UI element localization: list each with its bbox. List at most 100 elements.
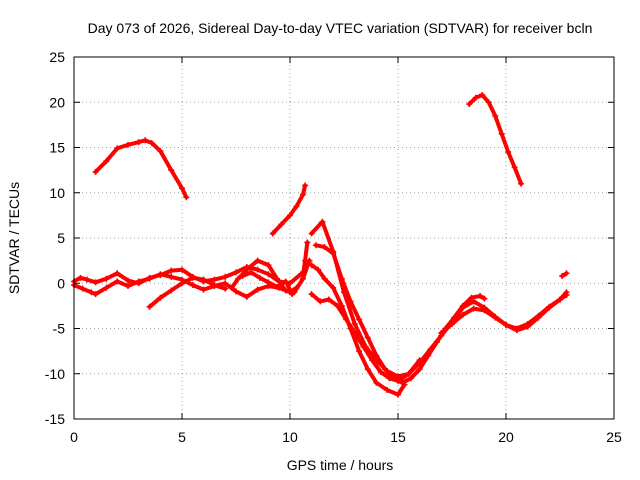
data-point	[200, 276, 207, 283]
data-point	[233, 288, 239, 295]
data-point	[557, 296, 563, 303]
data-point	[563, 289, 570, 296]
data-point	[189, 282, 196, 289]
data-point	[405, 370, 412, 377]
data-point	[321, 275, 328, 282]
data-point	[315, 266, 322, 273]
data-point	[330, 250, 337, 257]
y-axis-ticks: -15 -10 -5 0 5 10 15 20 25	[45, 49, 614, 427]
data-point	[92, 291, 99, 298]
series-arc-12	[308, 262, 408, 398]
data-point	[312, 242, 319, 249]
data-point	[157, 294, 164, 301]
data-point	[92, 279, 99, 286]
data-point	[254, 257, 261, 264]
data-point	[125, 277, 131, 284]
y-tick-label: 15	[49, 140, 65, 156]
data-point	[524, 323, 531, 330]
data-point	[325, 296, 332, 303]
x-axis-label: GPS time / hours	[287, 457, 394, 473]
grid-lines	[74, 57, 614, 419]
data-point	[265, 271, 272, 278]
x-tick-label: 15	[390, 429, 406, 445]
series-trace	[93, 138, 189, 200]
data-point	[92, 168, 99, 175]
data-point	[77, 274, 84, 281]
x-tick-label: 20	[498, 429, 514, 445]
series-arc-6	[146, 274, 229, 310]
data-point	[559, 273, 566, 280]
data-point	[179, 185, 185, 192]
data-point	[459, 311, 466, 318]
y-tick-label: -10	[45, 366, 65, 382]
data-point	[308, 230, 315, 237]
data-point	[563, 270, 570, 277]
data-point	[468, 294, 475, 301]
y-tick-label: 10	[49, 185, 65, 201]
data-point	[477, 292, 484, 299]
data-point	[511, 164, 518, 171]
series-trace	[270, 183, 308, 236]
data-point	[470, 305, 477, 312]
series-arc-1	[92, 137, 190, 201]
data-point	[83, 276, 90, 283]
data-point	[88, 289, 95, 296]
data-point	[518, 180, 525, 187]
data-point	[274, 275, 281, 282]
data-point	[299, 271, 306, 278]
series-arc-15	[559, 270, 570, 280]
data-point	[233, 269, 239, 276]
data-point	[200, 286, 207, 293]
data-point	[256, 274, 263, 281]
series-arc-8	[239, 269, 296, 298]
data-point	[211, 276, 218, 283]
data-point	[308, 291, 315, 298]
data-point	[513, 327, 520, 334]
data-point	[278, 221, 285, 228]
data-point	[254, 286, 261, 293]
data-point	[459, 304, 466, 311]
data-point	[347, 298, 354, 305]
data-point	[416, 359, 423, 366]
data-point	[269, 230, 276, 237]
data-point	[293, 203, 300, 210]
data-point	[302, 257, 309, 264]
series-trace	[467, 93, 524, 186]
data-point	[535, 314, 542, 321]
data-point	[125, 141, 131, 148]
chart-title: Day 073 of 2026, Sidereal Day-to-day VTE…	[88, 20, 593, 36]
data-point	[157, 148, 164, 155]
data-point	[243, 266, 250, 273]
data-point	[189, 274, 196, 281]
data-point	[338, 275, 345, 282]
data-point	[179, 280, 185, 287]
data-point	[498, 130, 505, 137]
data-point	[373, 379, 380, 386]
x-tick-label: 25	[606, 429, 622, 445]
data-point	[351, 330, 358, 337]
data-point	[377, 368, 384, 375]
data-point	[222, 273, 229, 280]
data-point	[481, 295, 488, 302]
data-point	[142, 137, 149, 144]
data-point	[319, 218, 326, 225]
data-point	[317, 298, 324, 305]
y-tick-label: 20	[49, 94, 65, 110]
data-point	[485, 99, 492, 106]
data-point	[407, 375, 414, 382]
data-point	[351, 320, 358, 327]
data-point	[304, 239, 311, 246]
data-point	[168, 267, 175, 274]
data-point	[265, 279, 272, 286]
series-arc-14	[438, 289, 570, 337]
x-tick-label: 5	[178, 429, 186, 445]
data-point	[330, 284, 337, 291]
x-axis-ticks: 0 5 10 15 20 25	[70, 57, 622, 445]
data-point	[265, 262, 272, 269]
y-tick-label: 25	[49, 49, 65, 65]
data-point	[470, 298, 477, 305]
y-tick-label: -5	[53, 321, 66, 337]
data-point	[282, 278, 289, 285]
y-axis-label: SDTVAR / TECUs	[6, 182, 22, 294]
data-point	[299, 191, 306, 198]
